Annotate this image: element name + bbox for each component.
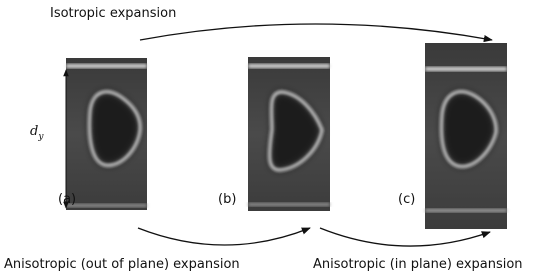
- panel-label: (c): [398, 192, 415, 207]
- panel-label: (b): [218, 192, 236, 207]
- panel-c: [425, 43, 507, 229]
- arrow: [320, 228, 490, 246]
- top-label: Isotropic expansion: [50, 6, 176, 21]
- dimension-label: dy: [30, 124, 44, 142]
- panel-b: [248, 57, 330, 211]
- panel-a: [66, 58, 147, 210]
- arrow: [140, 24, 492, 40]
- bottom-label: Anisotropic (in plane) expansion: [313, 257, 523, 272]
- bottom-label: Anisotropic (out of plane) expansion: [4, 257, 240, 272]
- panel-label: (a): [58, 192, 76, 207]
- figure: Isotropic expansion dy (a) (b) (c) Aniso…: [0, 0, 550, 276]
- arrow: [138, 228, 310, 245]
